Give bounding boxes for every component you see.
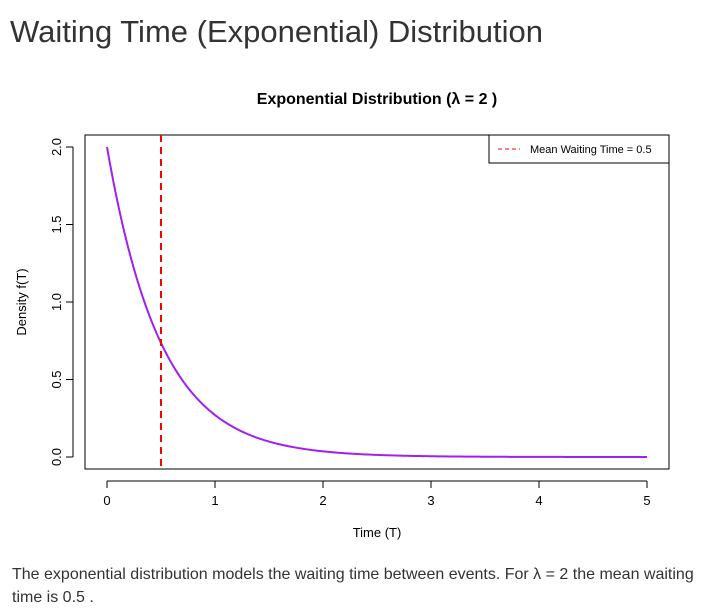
chart-title: Exponential Distribution (λ = 2 ) <box>257 91 497 108</box>
description-text: The exponential distribution models the … <box>12 566 694 606</box>
x-tick-label: 4 <box>535 493 542 508</box>
x-tick-label: 5 <box>643 493 650 508</box>
y-tick-label: 1.0 <box>49 293 64 311</box>
x-tick-label: 2 <box>319 493 326 508</box>
x-axis-label: Time (T) <box>353 525 402 540</box>
y-tick-label: 1.5 <box>49 215 64 233</box>
exponential-chart: Exponential Distribution (λ = 2 ) 0 1 2 3 4 5… <box>14 91 670 540</box>
legend-label: Mean Waiting Time = 0.5 <box>530 144 652 156</box>
page-title: Waiting Time (Exponential) Distribution <box>10 14 543 49</box>
y-tick-label: 0.0 <box>49 448 64 466</box>
x-tick-label: 1 <box>211 493 218 508</box>
x-tick-label: 3 <box>427 493 434 508</box>
y-tick-label: 2.0 <box>49 138 64 156</box>
density-curve <box>106 146 647 458</box>
plot-frame <box>84 134 670 470</box>
x-tick-label: 0 <box>103 493 110 508</box>
chart-container: Exponential Distribution (λ = 2 ) 0 1 2 3 4 5… <box>0 76 705 554</box>
y-tick-label: 0.5 <box>49 370 64 388</box>
y-axis-label: Density f(T) <box>14 268 29 335</box>
